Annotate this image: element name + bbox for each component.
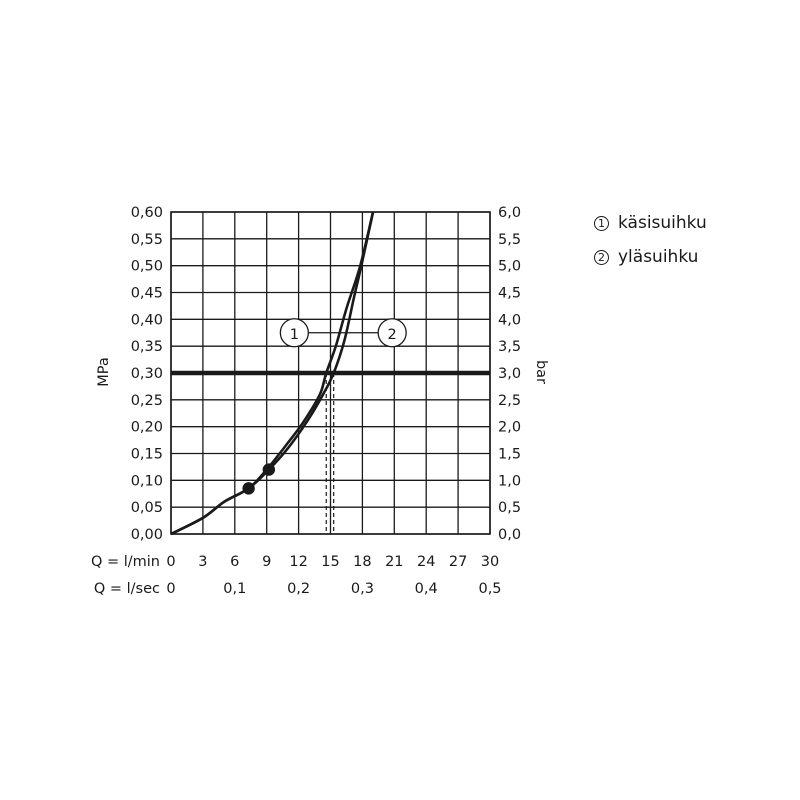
- left-tick-label: 0,30: [131, 366, 163, 382]
- annotation-label-1: 1: [290, 327, 299, 343]
- right-tick-label: 0,0: [498, 527, 521, 543]
- annotation-circle-2: [377, 318, 407, 348]
- right-tick-label: 0,5: [498, 500, 521, 516]
- x-tick-label-lsec: 0,5: [478, 581, 501, 597]
- x-axis-lsec-title: Q = l/sec: [94, 581, 160, 597]
- legend-marker-1: 1: [594, 215, 609, 231]
- x-tick-label-lmin: 0: [166, 554, 175, 570]
- x-tick-label-lmin: 9: [262, 554, 271, 570]
- x-tick-label-lsec: 0,4: [415, 581, 438, 597]
- x-axis-lmin-title: Q = l/min: [91, 554, 160, 570]
- annotation-label-2: 2: [388, 327, 397, 343]
- right-tick-label: 6,0: [498, 205, 521, 221]
- right-tick-label: 4,5: [498, 286, 521, 302]
- right-tick-label: 5,5: [498, 232, 521, 248]
- left-tick-label: 0,00: [131, 527, 163, 543]
- x-tick-label-lsec: 0: [166, 581, 175, 597]
- left-tick-label: 0,35: [131, 339, 163, 355]
- legend-item-kasisuihku: 1 käsisuihku: [594, 206, 707, 240]
- x-tick-label-lmin: 24: [417, 554, 435, 570]
- x-tick-label-lmin: 18: [353, 554, 371, 570]
- x-tick-label-lmin: 6: [230, 554, 239, 570]
- series-2-line: [170, 211, 375, 536]
- right-tick-label: 1,0: [498, 473, 521, 489]
- series-2-operating-point: [262, 463, 276, 476]
- right-tick-label: 4,0: [498, 312, 521, 328]
- left-tick-label: 0,15: [131, 447, 163, 463]
- left-tick-label: 0,55: [131, 232, 163, 248]
- left-tick-label: 0,20: [131, 420, 163, 436]
- legend-label-ylasuihku: yläsuihku: [618, 247, 699, 267]
- x-tick-label-lmin: 3: [198, 554, 207, 570]
- right-axis-title: bar: [533, 360, 549, 384]
- left-tick-label: 0,40: [131, 312, 163, 328]
- chart-legend: 1 käsisuihku 2 yläsuihku: [594, 206, 707, 274]
- left-tick-label: 0,45: [131, 286, 163, 302]
- x-tick-label-lmin: 27: [449, 554, 467, 570]
- legend-item-ylasuihku: 2 yläsuihku: [594, 240, 707, 274]
- annotation-circle-1: [279, 318, 309, 348]
- left-tick-label: 0,05: [131, 500, 163, 516]
- legend-marker-2: 2: [594, 249, 609, 265]
- right-tick-label: 3,0: [498, 366, 521, 382]
- left-tick-label: 0,60: [131, 205, 163, 221]
- x-tick-label-lmin: 12: [289, 554, 307, 570]
- legend-label-kasisuihku: käsisuihku: [618, 213, 707, 233]
- right-tick-label: 2,5: [498, 393, 521, 409]
- x-tick-label-lsec: 0,2: [287, 581, 310, 597]
- x-tick-label-lsec: 0,1: [223, 581, 246, 597]
- right-tick-label: 1,5: [498, 447, 521, 463]
- left-tick-label: 0,50: [131, 259, 163, 275]
- x-tick-label-lmin: 21: [385, 554, 403, 570]
- left-axis-title: MPa: [96, 357, 112, 387]
- x-tick-label-lmin: 15: [321, 554, 339, 570]
- right-tick-label: 3,5: [498, 339, 521, 355]
- x-tick-label-lsec: 0,3: [351, 581, 374, 597]
- left-tick-label: 0,25: [131, 393, 163, 409]
- left-tick-label: 0,10: [131, 473, 163, 489]
- right-tick-label: 5,0: [498, 259, 521, 275]
- right-tick-label: 2,0: [498, 420, 521, 436]
- x-tick-label-lmin: 30: [481, 554, 499, 570]
- chart-ticks: 0,000,050,100,150,200,250,300,350,400,45…: [131, 205, 521, 597]
